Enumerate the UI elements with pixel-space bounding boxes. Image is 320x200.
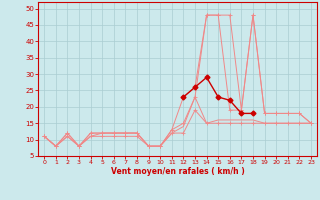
X-axis label: Vent moyen/en rafales ( km/h ): Vent moyen/en rafales ( km/h ) — [111, 167, 244, 176]
